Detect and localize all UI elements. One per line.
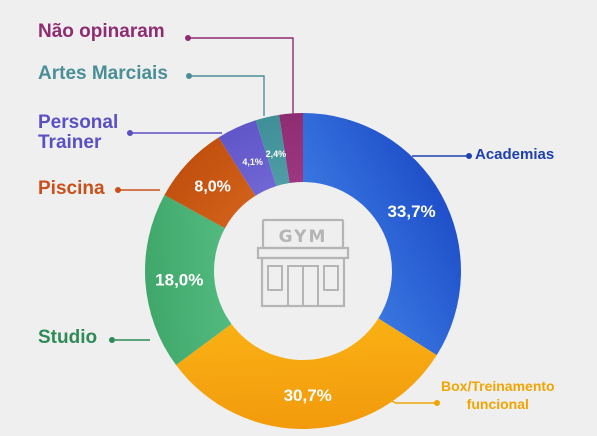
slice-studio bbox=[145, 195, 232, 366]
ext-label-personal-trainer: Personal Trainer bbox=[38, 112, 119, 153]
slice-box-treinamento-funcional bbox=[176, 318, 437, 430]
ext-label-box-treinamento: Box/Treinamento funcional bbox=[441, 378, 555, 412]
leader-dot bbox=[466, 153, 472, 159]
gym-icon-part bbox=[256, 246, 350, 260]
gym-icon-text: GYM bbox=[279, 227, 328, 247]
gym-building-icon: GYM bbox=[256, 218, 350, 308]
gym-icon-part bbox=[323, 265, 339, 291]
ext-label-academias: Academias bbox=[475, 146, 555, 163]
leader-dot bbox=[185, 35, 191, 41]
ext-label-piscina: Piscina bbox=[38, 178, 105, 199]
slice-value-labels: 33,7% 30,7% 18,0% 8,0% 4,1%2,4% bbox=[155, 149, 435, 405]
slice-academias bbox=[303, 113, 461, 356]
leader-lines bbox=[109, 35, 472, 406]
slice-value-label: 18,0% bbox=[155, 270, 203, 289]
slice-value-label: 8,0% bbox=[194, 179, 230, 196]
slice-value-label: 30,7% bbox=[284, 386, 332, 405]
gym-icon-part bbox=[267, 265, 283, 291]
ext-label-artes-marciais: Artes Marciais bbox=[38, 63, 168, 84]
leader-dot bbox=[186, 73, 192, 79]
leader-dot bbox=[434, 400, 440, 406]
slice-personal-trainer bbox=[218, 120, 277, 196]
slice-value-label: 4,1% bbox=[242, 157, 263, 167]
donut-slices bbox=[145, 113, 461, 430]
leader-dot bbox=[109, 337, 115, 343]
leader-line bbox=[188, 37, 294, 116]
slice-artes-marciais bbox=[255, 114, 290, 187]
leader-dot bbox=[127, 130, 133, 136]
slice-piscina bbox=[164, 137, 256, 229]
leader-line bbox=[379, 395, 437, 404]
slice-value-label: 33,7% bbox=[387, 202, 435, 221]
slice-value-label: 2,4% bbox=[266, 149, 287, 159]
leader-dot bbox=[115, 187, 121, 193]
leader-line bbox=[189, 75, 265, 116]
slice-n-o-opinaram bbox=[279, 113, 303, 184]
ext-label-nao-opinaram: Não opinaram bbox=[38, 21, 165, 42]
ext-label-studio: Studio bbox=[38, 327, 98, 348]
